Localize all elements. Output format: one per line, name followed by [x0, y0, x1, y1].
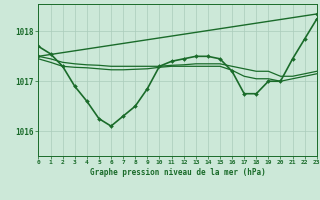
X-axis label: Graphe pression niveau de la mer (hPa): Graphe pression niveau de la mer (hPa) [90, 168, 266, 177]
